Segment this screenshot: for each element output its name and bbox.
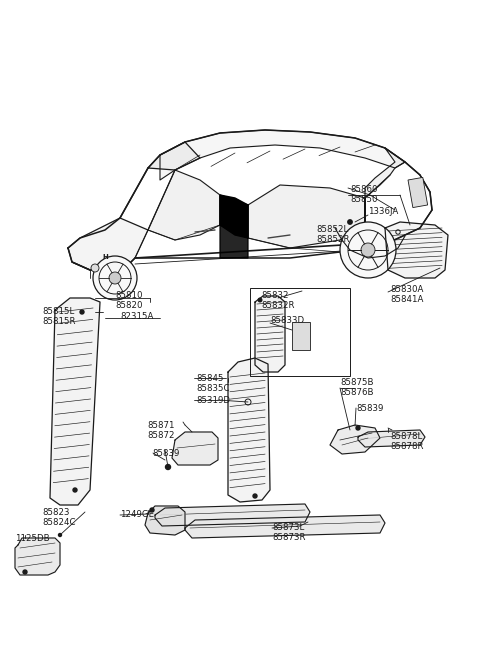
Circle shape [80, 310, 84, 314]
Polygon shape [145, 506, 185, 535]
Text: 85830A
85841A: 85830A 85841A [390, 285, 423, 305]
Polygon shape [68, 218, 148, 272]
Text: 85878L
85878R: 85878L 85878R [390, 432, 423, 451]
Polygon shape [255, 296, 285, 372]
Polygon shape [330, 425, 380, 454]
Polygon shape [148, 170, 220, 240]
Text: 85823
85824C: 85823 85824C [42, 508, 75, 527]
Polygon shape [365, 148, 405, 198]
Polygon shape [172, 432, 218, 465]
Polygon shape [148, 142, 200, 170]
Text: 85839: 85839 [356, 404, 384, 413]
Text: 1125DB: 1125DB [15, 534, 49, 543]
Bar [250, 288, 350, 376]
Text: 1249GE: 1249GE [120, 510, 154, 519]
Circle shape [166, 464, 170, 470]
Text: 85833D: 85833D [270, 316, 304, 325]
Text: 85839: 85839 [152, 449, 180, 458]
Text: 85873L
85873R: 85873L 85873R [272, 523, 305, 542]
Polygon shape [160, 130, 405, 180]
Circle shape [93, 256, 137, 300]
Bar [408, 178, 428, 208]
Text: 82315A: 82315A [120, 312, 154, 321]
Circle shape [356, 426, 360, 430]
Circle shape [150, 508, 154, 512]
Circle shape [348, 220, 352, 224]
Text: 85852L
85852R: 85852L 85852R [316, 225, 349, 244]
Polygon shape [385, 222, 448, 278]
Polygon shape [220, 195, 248, 238]
Bar [292, 322, 310, 350]
Circle shape [59, 534, 61, 536]
Text: 85860
85850: 85860 85850 [350, 185, 377, 204]
Text: 85875B
85876B: 85875B 85876B [340, 378, 373, 398]
Polygon shape [228, 358, 270, 502]
Circle shape [258, 298, 262, 302]
Text: 85832
85832R: 85832 85832R [261, 291, 295, 310]
Polygon shape [15, 538, 60, 575]
Text: 85810
85820: 85810 85820 [115, 291, 143, 310]
Text: 1336JA: 1336JA [368, 207, 398, 216]
Polygon shape [248, 185, 365, 248]
Text: 85815L
85815R: 85815L 85815R [42, 307, 75, 326]
Text: H: H [102, 254, 108, 260]
Circle shape [73, 488, 77, 492]
Text: 85845
85835C: 85845 85835C [196, 374, 229, 394]
Circle shape [109, 272, 121, 284]
Text: 85871
85872: 85871 85872 [147, 421, 175, 440]
Polygon shape [220, 195, 248, 258]
Text: 85319D: 85319D [196, 396, 230, 405]
Polygon shape [358, 430, 425, 447]
Circle shape [23, 570, 27, 574]
Circle shape [91, 264, 99, 272]
Polygon shape [185, 515, 385, 538]
Circle shape [361, 243, 375, 257]
Circle shape [253, 494, 257, 498]
Polygon shape [50, 298, 100, 505]
Polygon shape [155, 504, 310, 526]
Circle shape [340, 222, 396, 278]
